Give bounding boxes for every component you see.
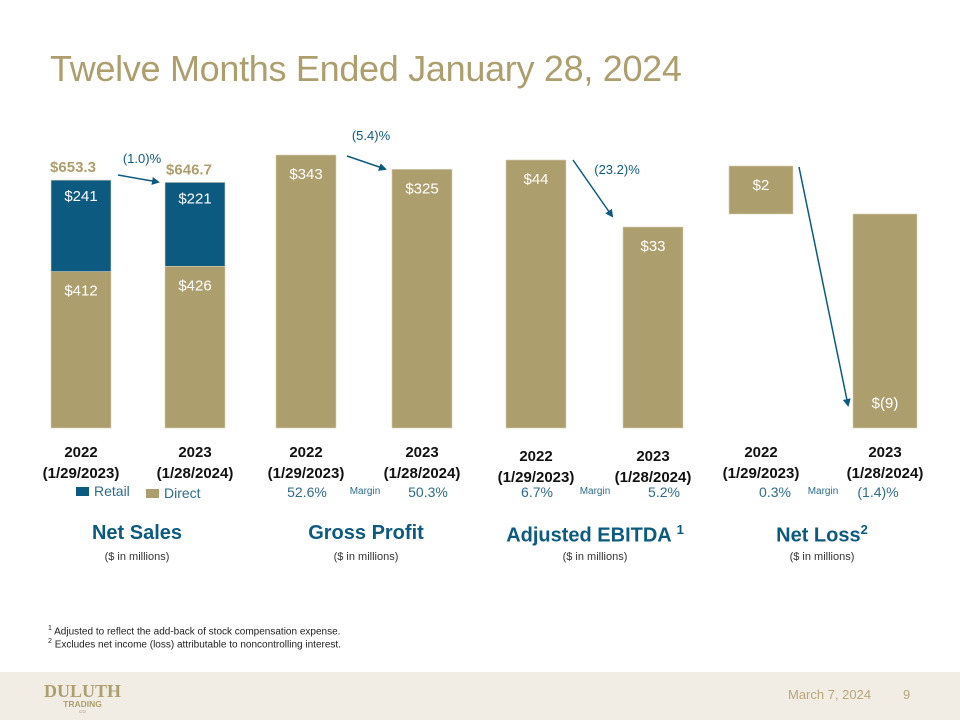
footer: DULUTH TRADING CO March 7, 2024 9 — [0, 672, 960, 720]
change-label-net-sales: (1.0)% — [123, 151, 162, 166]
change-arrow-net-loss — [798, 166, 851, 407]
ebitda-margin-2022: 6.7% — [521, 484, 553, 500]
logo-line3: CO — [79, 709, 86, 714]
category-date: (1/28/2024) — [614, 469, 692, 486]
category-year: 2022 — [744, 444, 778, 461]
gross-profit-title-text: Gross Profit — [308, 522, 424, 544]
category-label-2-1: 2023 (1/28/2024) — [593, 446, 713, 488]
net-loss-title-text: Net Loss — [776, 524, 861, 547]
gross-margin-2023: 50.3% — [408, 484, 448, 500]
category-year: 2023 — [636, 448, 670, 465]
footnote-ref-1: 1 — [676, 522, 684, 537]
net-sales-title: Net Sales — [27, 522, 247, 545]
change-label-gross-profit: (5.4)% — [352, 128, 391, 143]
page-title: Twelve Months Ended January 28, 2024 — [50, 48, 682, 89]
category-label-0-1: 2023 (1/28/2024) — [135, 442, 255, 484]
label-retail-0: $241 — [64, 188, 97, 205]
legend-retail: Retail — [76, 483, 130, 499]
legend-retail-label: Retail — [94, 483, 130, 499]
category-date: (1/28/2024) — [383, 465, 461, 482]
label-2-0: $44 — [523, 171, 548, 188]
net-sales-title-text: Net Sales — [91, 522, 183, 544]
gross-margin-label: Margin — [349, 486, 381, 497]
label-direct-1: $426 — [178, 277, 211, 294]
category-date: (1/28/2024) — [846, 465, 924, 482]
adjusted-ebitda-subtitle: ($ in millions) — [562, 551, 628, 563]
net-loss-subtitle: ($ in millions) — [789, 551, 855, 563]
category-year: 2022 — [64, 444, 98, 461]
bar-direct-1 — [164, 265, 226, 429]
footnote-1: 1 Adjusted to reflect the add-back of st… — [48, 625, 340, 637]
ebitda-margin-label: Margin — [579, 486, 611, 497]
label-1-0: $343 — [289, 166, 322, 183]
category-date: (1/29/2023) — [267, 465, 345, 482]
bar-netloss-0 — [728, 165, 794, 215]
label-netloss-0: $2 — [753, 177, 770, 194]
logo-line1: DULUTH — [44, 681, 121, 701]
ebitda-margin-2023: 5.2% — [648, 484, 680, 500]
adjusted-ebitda-title-text: Adjusted EBITDA — [506, 524, 672, 547]
category-label-1-1: 2023 (1/28/2024) — [362, 442, 482, 484]
gross-profit-subtitle: ($ in millions) — [333, 551, 399, 563]
net-sales-subtitle: ($ in millions) — [104, 551, 170, 563]
category-label-2-0: 2022 (1/29/2023) — [476, 446, 596, 488]
bar-1-0 — [275, 154, 337, 429]
bar-2-0 — [505, 159, 567, 429]
category-label-3-1: 2023 (1/28/2024) — [825, 442, 945, 484]
change-arrow-gross-profit — [346, 155, 387, 171]
category-date: (1/29/2023) — [42, 465, 120, 482]
label-netloss-1: $(9) — [872, 395, 899, 412]
bar-netloss-1 — [852, 213, 918, 429]
category-date: (1/29/2023) — [722, 465, 800, 482]
label-total-1: $646.7 — [166, 161, 212, 178]
footnote-1-text: Adjusted to reflect the add-back of stoc… — [54, 626, 341, 638]
label-1-1: $325 — [405, 180, 438, 197]
netloss-margin-label: Margin — [807, 486, 839, 497]
legend-direct: Direct — [146, 485, 201, 501]
label-direct-0: $412 — [64, 283, 97, 300]
category-year: 2022 — [289, 444, 323, 461]
netloss-margin-2023: (1.4)% — [857, 484, 899, 500]
net-loss-title: Net Loss2 — [712, 522, 932, 548]
category-label-1-0: 2022 (1/29/2023) — [246, 442, 366, 484]
bar-2-1 — [622, 226, 684, 429]
category-year: 2023 — [405, 444, 439, 461]
category-year: 2023 — [178, 444, 212, 461]
direct-swatch — [146, 488, 159, 498]
footnote-2-marker: 2 — [48, 638, 52, 645]
footnote-2-text: Excludes net income (loss) attributable … — [54, 639, 341, 651]
category-year: 2022 — [519, 448, 553, 465]
category-date: (1/28/2024) — [156, 465, 234, 482]
legend-direct-label: Direct — [164, 485, 201, 501]
duluth-trading-logo: DULUTH TRADING CO — [44, 681, 121, 714]
category-label-0-0: 2022 (1/29/2023) — [21, 442, 141, 484]
adjusted-ebitda-title: Adjusted EBITDA 1 — [485, 522, 705, 548]
bar-1-1 — [391, 169, 453, 429]
label-2-1: $33 — [640, 238, 665, 255]
footnote-ref-2: 2 — [860, 522, 868, 537]
footer-date: March 7, 2024 — [788, 687, 872, 702]
footnote-1-marker: 1 — [48, 625, 52, 632]
change-arrow-ebitda — [572, 159, 614, 218]
netloss-margin-2022: 0.3% — [759, 484, 791, 500]
gross-profit-title: Gross Profit — [256, 522, 476, 545]
page-number: 9 — [903, 687, 911, 702]
bar-retail-0 — [50, 179, 112, 272]
footnote-2: 2 Excludes net income (loss) attributabl… — [48, 638, 341, 650]
gross-margin-2022: 52.6% — [287, 484, 327, 500]
label-retail-1: $221 — [178, 190, 211, 207]
category-date: (1/29/2023) — [497, 469, 575, 486]
bar-retail-1 — [164, 182, 226, 267]
logo-line2: TRADING — [63, 699, 102, 709]
bar-direct-0 — [50, 271, 112, 429]
financial-charts: $412 $241 $653.3 $426 $221 $646.7 (1.0)% $343 $3… — [50, 128, 918, 429]
retail-swatch — [76, 486, 89, 496]
category-year: 2023 — [868, 444, 902, 461]
label-total-0: $653.3 — [50, 159, 96, 176]
change-arrow-net-sales — [117, 174, 160, 185]
category-label-3-0: 2022 (1/29/2023) — [701, 442, 821, 484]
change-label-ebitda: (23.2)% — [594, 162, 640, 177]
